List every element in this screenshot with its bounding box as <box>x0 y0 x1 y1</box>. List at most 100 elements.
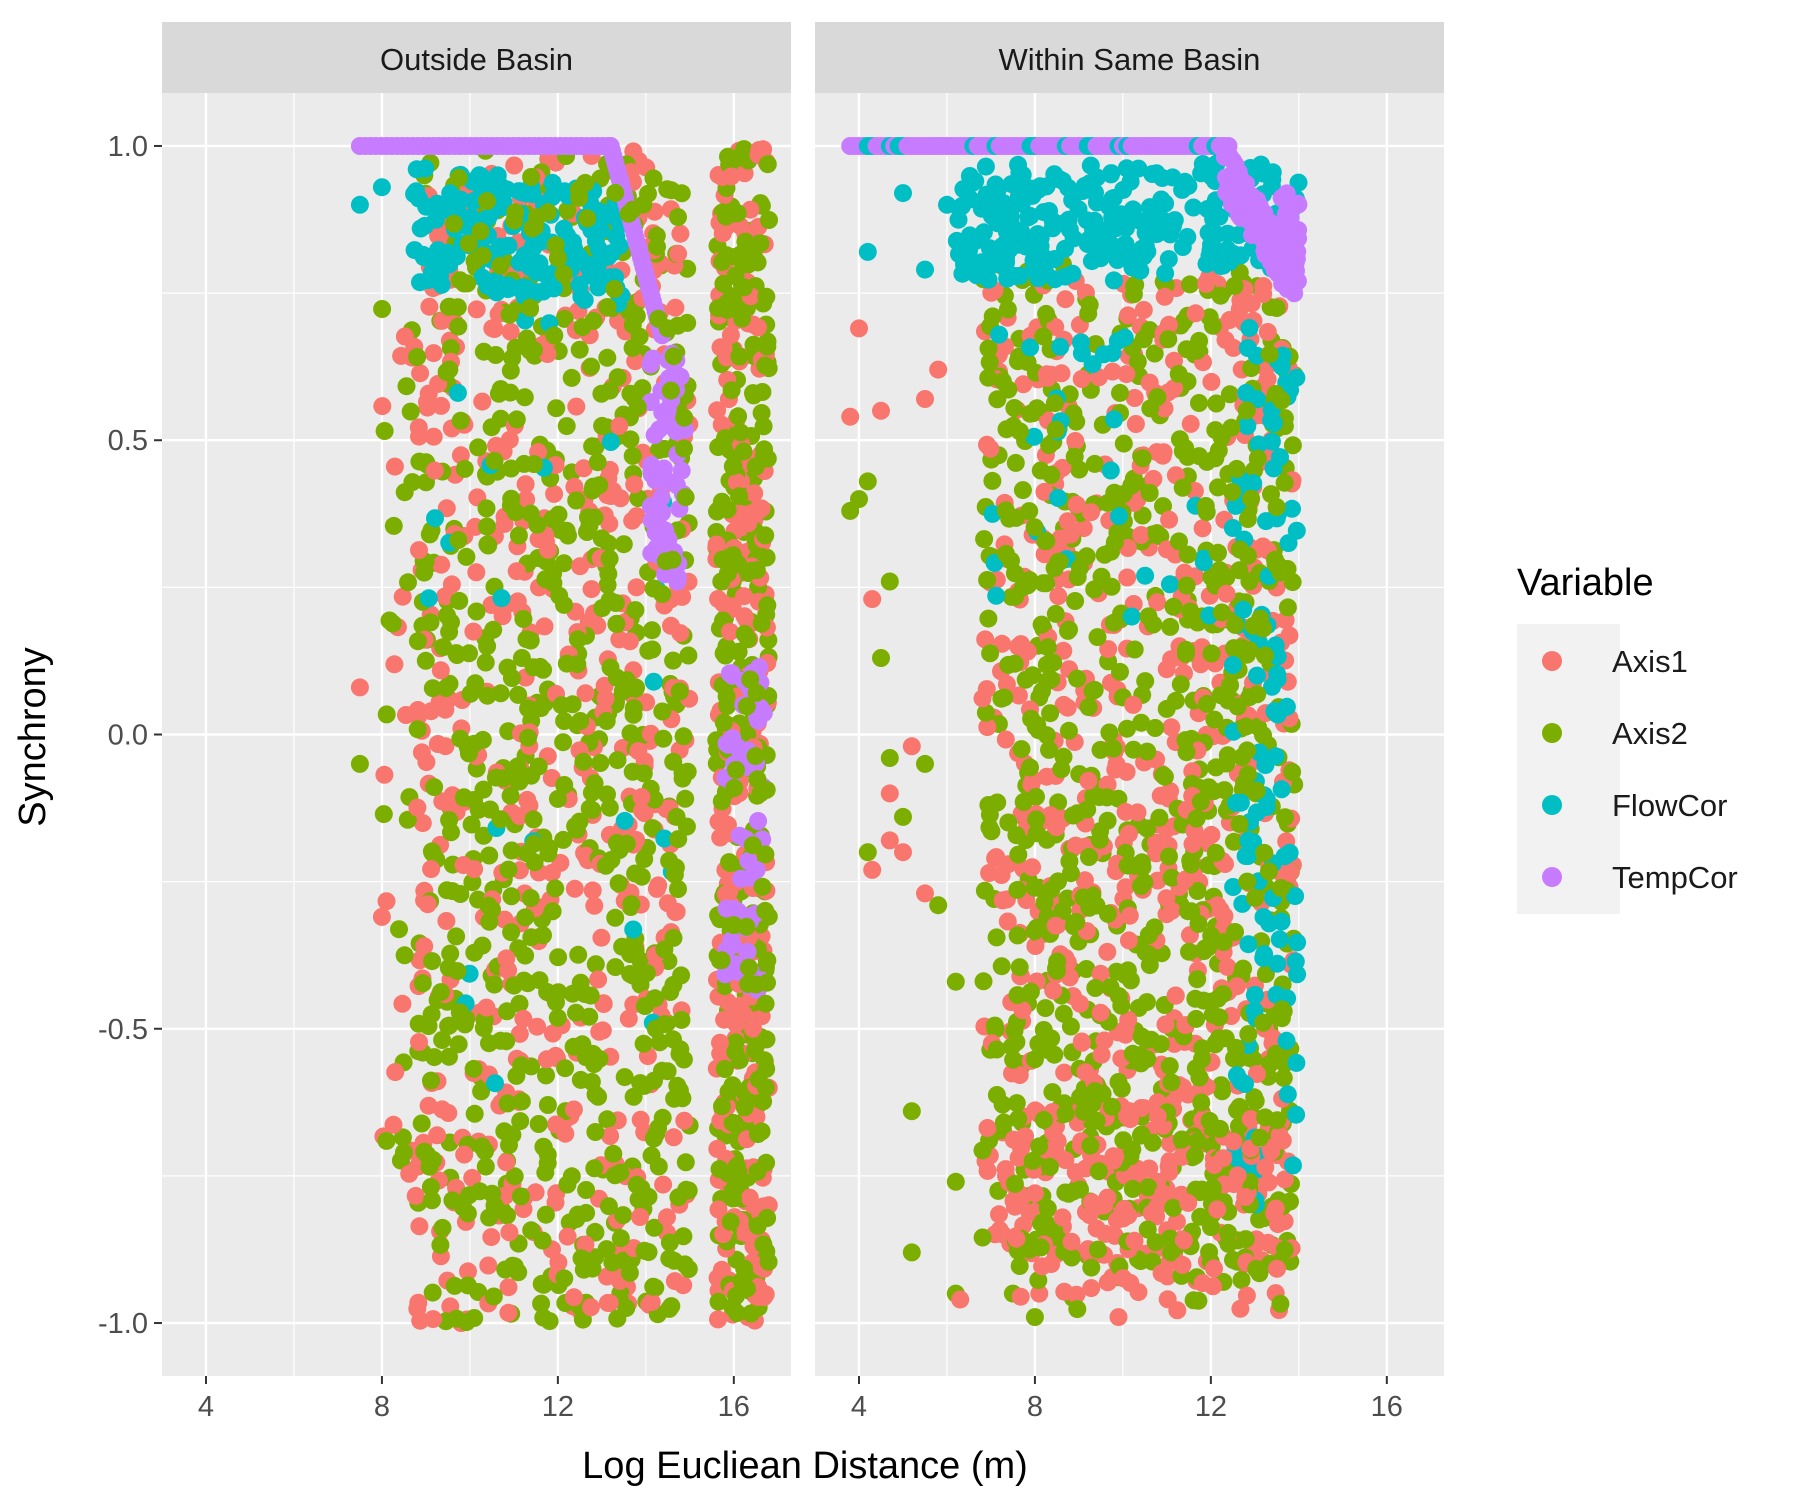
flowcor-point <box>1051 337 1070 356</box>
flowcor-point <box>464 192 483 211</box>
axis1-point <box>880 784 899 803</box>
axis1-point <box>482 1228 501 1247</box>
axis2-point <box>607 833 626 852</box>
flowcor-point <box>426 509 444 528</box>
axis2-point <box>423 1283 442 1302</box>
axis2-point <box>1271 879 1290 897</box>
axis1-point <box>990 1205 1008 1224</box>
axis2-point <box>374 805 393 824</box>
axis2-point <box>1135 873 1154 892</box>
axis2-point <box>669 208 687 227</box>
axis2-point <box>654 729 673 748</box>
axis2-point <box>614 1206 633 1225</box>
flowcor-point <box>530 254 549 273</box>
axis2-point <box>533 1231 552 1250</box>
axis1-point <box>654 1175 673 1194</box>
scatter-points <box>350 137 778 1332</box>
axis2-point <box>555 1269 574 1288</box>
axis1-point <box>601 1127 620 1145</box>
axis2-point <box>574 752 593 771</box>
axis1-point <box>514 1009 533 1028</box>
axis2-point <box>1102 577 1121 596</box>
axis2-point <box>478 535 497 554</box>
axis2-point <box>1059 1184 1078 1203</box>
axis1-point <box>1181 414 1200 433</box>
axis2-point <box>422 1005 441 1024</box>
axis1-point <box>442 575 461 594</box>
flowcor-point <box>431 266 450 285</box>
axis1-point <box>431 661 450 680</box>
tempcor-point <box>749 812 768 830</box>
axis2-point <box>531 657 550 676</box>
axis1-point <box>395 327 414 346</box>
axis2-point <box>916 754 934 773</box>
axis2-point <box>1138 819 1157 838</box>
axis1-point <box>1118 1102 1137 1121</box>
axis2-point <box>623 446 642 465</box>
flowcor-point <box>1248 666 1266 685</box>
axis2-point <box>985 1016 1004 1035</box>
axis2-point <box>1200 1111 1219 1130</box>
tempcor-point <box>1278 218 1297 237</box>
axis1-point <box>1118 568 1137 587</box>
axis1-point <box>432 396 451 415</box>
axis2-point <box>477 499 496 518</box>
axis2-point <box>445 1276 464 1295</box>
axis2-point <box>554 733 573 752</box>
axis2-point <box>1173 478 1192 497</box>
axis2-point <box>606 594 625 612</box>
axis2-point <box>1059 721 1078 740</box>
axis2-point <box>459 234 478 253</box>
axis2-point <box>894 807 912 826</box>
tempcor-point <box>1282 263 1301 282</box>
axis2-point <box>1230 561 1249 580</box>
axis2-point <box>455 459 474 478</box>
axis1-point <box>409 418 428 437</box>
axis1-point <box>417 753 436 772</box>
axis2-point <box>413 974 432 993</box>
axis2-point <box>596 856 615 875</box>
axis2-point <box>465 1309 484 1327</box>
axis2-point <box>467 602 486 621</box>
axis2-point <box>1005 654 1024 673</box>
facet-strip <box>815 22 1444 93</box>
axis2-point <box>1160 1057 1179 1076</box>
axis2-point <box>503 1256 522 1275</box>
axis2-point <box>743 836 762 855</box>
axis2-point <box>1240 641 1259 660</box>
flowcor-point <box>1284 1156 1302 1175</box>
axis1-point <box>709 1310 727 1329</box>
flowcor-point <box>1272 780 1291 799</box>
axis2-point <box>621 945 640 964</box>
axis1-point <box>424 1310 443 1329</box>
axis1-point <box>594 995 613 1013</box>
axis2-point <box>1232 748 1251 767</box>
axis2-point <box>522 168 541 186</box>
axis2-point <box>491 256 510 275</box>
axis2-point <box>1074 888 1093 907</box>
axis2-point <box>1206 843 1225 862</box>
axis2-point <box>758 973 776 992</box>
axis2-point <box>408 348 427 366</box>
axis1-point <box>1119 306 1137 325</box>
axis2-point <box>974 972 993 991</box>
axis2-point <box>670 682 689 701</box>
axis1-point <box>626 352 645 371</box>
axis2-point <box>1112 996 1131 1015</box>
axis2-point <box>1007 1094 1026 1113</box>
axis2-point <box>1203 1179 1222 1197</box>
axis1-point <box>477 998 496 1017</box>
axis1-point <box>581 1298 600 1317</box>
axis2-point <box>1207 394 1226 413</box>
axis1-point <box>1033 1257 1052 1276</box>
axis1-point <box>1053 1208 1072 1227</box>
flowcor-point <box>1280 843 1299 862</box>
axis2-point <box>582 783 601 802</box>
axis2-point <box>1276 808 1294 827</box>
axis2-point <box>503 349 522 367</box>
axis2-point <box>485 975 504 994</box>
axis2-point <box>653 702 672 721</box>
axis2-point <box>757 287 776 306</box>
axis2-point <box>443 1191 462 1210</box>
axis1-point <box>1098 942 1117 961</box>
